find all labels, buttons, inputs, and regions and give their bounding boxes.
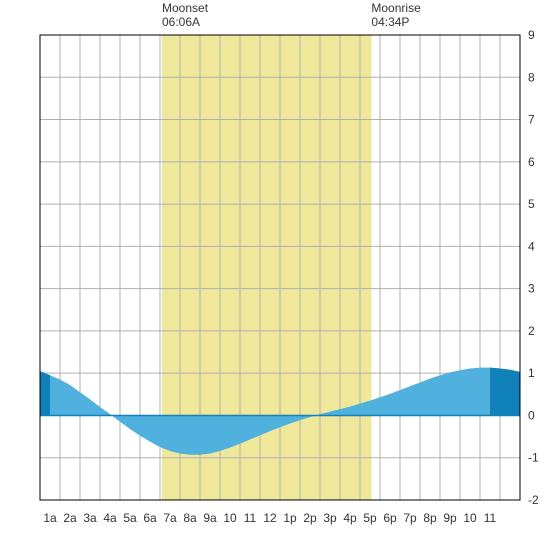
y-tick-label: 2 xyxy=(528,324,535,338)
tide-chart: -2-101234567891a2a3a4a5a6a7a8a9a1011121p… xyxy=(0,0,550,550)
y-tick-label: 1 xyxy=(528,366,535,380)
chart-svg: -2-101234567891a2a3a4a5a6a7a8a9a1011121p… xyxy=(0,0,550,550)
x-tick-label: 7p xyxy=(403,511,417,525)
x-tick-label: 10 xyxy=(463,511,477,525)
x-tick-label: 1a xyxy=(43,511,57,525)
x-tick-label: 9a xyxy=(203,511,217,525)
y-tick-label: 9 xyxy=(528,28,535,42)
moonrise-time: 04:34P xyxy=(371,15,409,29)
x-tick-label: 8p xyxy=(423,511,437,525)
x-tick-label: 8a xyxy=(183,511,197,525)
x-tick-label: 4a xyxy=(103,511,117,525)
x-tick-label: 12 xyxy=(263,511,277,525)
y-tick-label: 7 xyxy=(528,113,535,127)
x-tick-label: 2a xyxy=(63,511,77,525)
tide-area-positive-dark xyxy=(490,368,520,416)
x-tick-label: 1p xyxy=(283,511,297,525)
y-tick-label: 6 xyxy=(528,155,535,169)
x-tick-label: 9p xyxy=(443,511,457,525)
x-tick-label: 6a xyxy=(143,511,157,525)
x-tick-label: 10 xyxy=(223,511,237,525)
x-tick-label: 4p xyxy=(343,511,357,525)
x-tick-label: 3a xyxy=(83,511,97,525)
x-tick-label: 11 xyxy=(244,511,257,525)
x-tick-label: 6p xyxy=(383,511,397,525)
x-tick-label: 5p xyxy=(363,511,377,525)
y-tick-label: 5 xyxy=(528,197,535,211)
x-tick-label: 3p xyxy=(323,511,337,525)
y-tick-label: -1 xyxy=(528,451,539,465)
x-tick-label: 2p xyxy=(303,511,317,525)
y-tick-label: 4 xyxy=(528,239,535,253)
moonset-label: Moonset xyxy=(162,1,209,15)
x-tick-label: 7a xyxy=(163,511,177,525)
y-tick-label: 3 xyxy=(528,282,535,296)
x-tick-label: 11 xyxy=(484,511,497,525)
tide-area-positive-dark xyxy=(40,371,50,415)
y-tick-label: 0 xyxy=(528,408,535,422)
x-tick-label: 5a xyxy=(123,511,137,525)
moonrise-label: Moonrise xyxy=(371,1,421,15)
y-tick-label: 8 xyxy=(528,70,535,84)
y-tick-label: -2 xyxy=(528,493,539,507)
moonset-time: 06:06A xyxy=(162,15,200,29)
